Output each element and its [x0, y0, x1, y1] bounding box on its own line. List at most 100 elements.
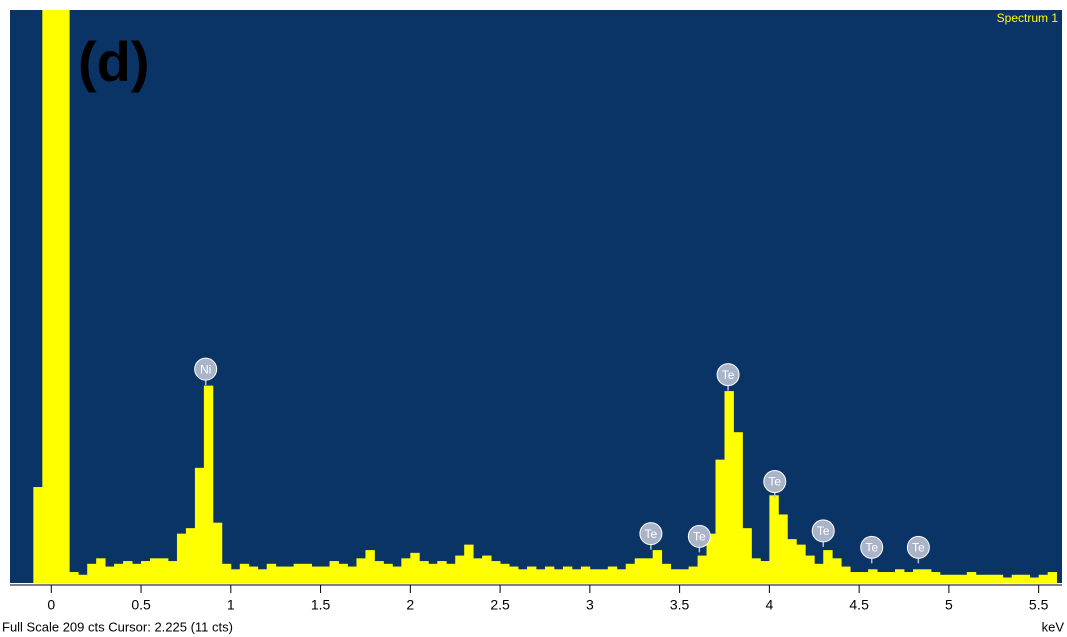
bar — [868, 569, 878, 583]
bar — [742, 528, 752, 583]
annotation-marker — [906, 535, 930, 559]
bar — [832, 558, 842, 583]
bar — [859, 572, 869, 583]
bar — [562, 566, 573, 583]
bar — [796, 544, 806, 583]
x-tick-label: 3 — [586, 597, 594, 613]
bar — [491, 561, 501, 583]
bar — [42, 10, 52, 583]
bar — [975, 574, 986, 583]
bar — [266, 563, 277, 583]
x-tick-label: 0 — [47, 597, 55, 613]
bar — [607, 566, 618, 583]
bar — [877, 572, 887, 583]
bar — [419, 561, 429, 583]
bar — [69, 572, 79, 583]
x-tick-label: 3.5 — [670, 597, 690, 613]
bar — [167, 561, 178, 583]
x-axis-label: keV — [1042, 619, 1065, 634]
bar — [544, 566, 555, 583]
bar — [939, 574, 950, 583]
bar — [383, 563, 393, 583]
bar — [661, 563, 672, 583]
bar — [311, 566, 321, 583]
annotation-label: Te — [645, 527, 658, 541]
bar — [365, 550, 375, 583]
bar — [87, 563, 97, 583]
bar — [688, 566, 698, 583]
annotation-label: Te — [768, 475, 781, 489]
bar — [176, 533, 187, 583]
bar — [912, 569, 923, 583]
bar — [500, 563, 510, 583]
bar — [1011, 574, 1022, 583]
bar — [930, 572, 941, 583]
spectrum — [33, 10, 1058, 583]
bar — [1047, 572, 1058, 583]
bar — [105, 566, 115, 583]
panel-label: (d) — [78, 30, 150, 93]
bar — [904, 572, 914, 583]
bar — [437, 561, 447, 583]
bar — [33, 487, 43, 583]
bar — [212, 522, 223, 583]
bar — [275, 566, 286, 583]
bar — [293, 563, 304, 583]
status-text: Full Scale 209 cts Cursor: 2.225 (11 cts… — [2, 619, 233, 634]
annotation-label: Ni — [200, 362, 211, 376]
bar — [428, 563, 438, 583]
bar — [302, 563, 312, 583]
annotation-label: Te — [817, 524, 830, 538]
bar — [715, 459, 725, 583]
x-tick-label: 4.5 — [849, 597, 869, 613]
annotation-marker — [716, 363, 740, 387]
bar — [993, 574, 1004, 583]
bar — [733, 432, 743, 583]
bar — [805, 555, 815, 583]
bar — [769, 495, 779, 583]
annotation-label: Te — [865, 541, 878, 555]
bar — [150, 558, 160, 583]
bar — [616, 569, 627, 583]
bar — [751, 558, 761, 583]
x-tick-label: 4 — [765, 597, 773, 613]
annotation-marker — [763, 470, 787, 494]
bar — [886, 572, 896, 583]
x-tick-label: 0.5 — [131, 597, 151, 613]
bar — [194, 467, 205, 583]
bar — [284, 566, 295, 583]
bar — [185, 528, 196, 583]
bar — [589, 569, 600, 583]
annotation-label: Te — [722, 368, 735, 382]
bar — [338, 563, 348, 583]
annotation-marker — [687, 524, 711, 548]
bar — [509, 566, 519, 583]
bar — [473, 558, 483, 583]
annotation-marker — [860, 535, 884, 559]
bar — [598, 569, 609, 583]
x-tick-label: 2.5 — [490, 597, 510, 613]
bar — [841, 566, 851, 583]
bar — [571, 569, 582, 583]
bar — [141, 561, 151, 583]
bar — [239, 563, 250, 583]
bar — [652, 550, 663, 583]
bar — [948, 574, 959, 583]
bar — [257, 569, 268, 583]
bar — [823, 550, 833, 583]
bar — [221, 563, 232, 583]
bar — [1020, 574, 1031, 583]
bar — [787, 539, 797, 583]
x-tick-label: 2 — [406, 597, 414, 613]
bar — [482, 555, 492, 583]
bar — [670, 569, 681, 583]
x-tick-label: 5.5 — [1029, 597, 1049, 613]
bar — [760, 561, 770, 583]
bar — [401, 558, 411, 583]
bar — [60, 10, 70, 583]
bar — [724, 391, 734, 583]
bar — [957, 574, 968, 583]
bar — [159, 558, 169, 583]
bar — [679, 569, 689, 583]
